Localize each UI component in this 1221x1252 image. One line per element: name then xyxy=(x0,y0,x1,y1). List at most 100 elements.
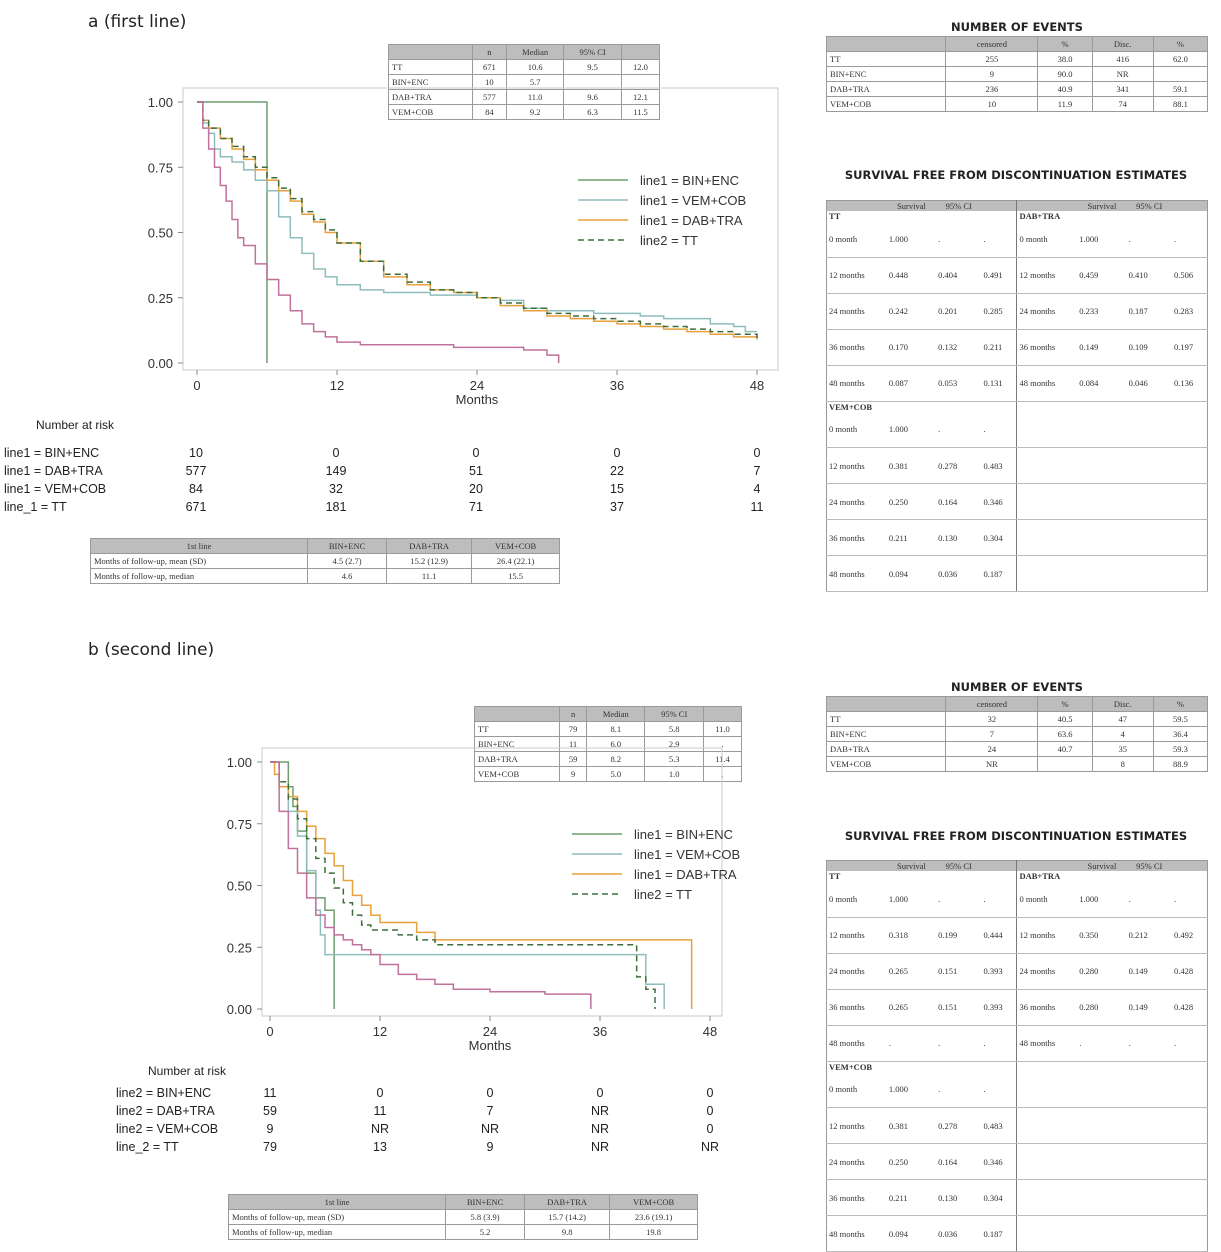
followup-header: DAB+TRA xyxy=(524,1194,611,1210)
risk-value: 4 xyxy=(753,482,761,496)
survival-cell: 0.170 xyxy=(886,329,937,366)
plot-frame xyxy=(182,87,779,371)
survival-cell: 0.164 xyxy=(936,1143,982,1180)
summary-cell: VEM+COB xyxy=(388,104,473,120)
panel-b-risk-title: Number at risk xyxy=(148,1064,227,1078)
survival-cell: . xyxy=(886,1025,937,1062)
risk-value: 0 xyxy=(376,1086,384,1100)
events-cell xyxy=(1152,66,1209,82)
risk-value: 577 xyxy=(185,464,207,478)
survival-row: 12 months 0.318 0.199 0.444 12 months 0.350 0.… xyxy=(826,917,1208,954)
survival-cell: 0 month xyxy=(826,1071,887,1108)
summary-header xyxy=(620,44,661,60)
survival-cell xyxy=(1171,483,1208,520)
survival-cell: 0.346 xyxy=(981,483,1018,520)
survival-cell: 0.265 xyxy=(886,953,937,990)
events-cell: 255 xyxy=(945,51,1039,67)
survival-group-label: VEM+COB xyxy=(826,401,1018,412)
survival-cell xyxy=(1171,519,1208,556)
y-tick-label: 0.25 xyxy=(148,291,173,306)
survival-cell: 0.130 xyxy=(936,519,982,556)
survival-cell xyxy=(1077,1215,1127,1252)
followup-cell: Months of follow-up, median xyxy=(228,1224,446,1240)
survival-cell xyxy=(1077,411,1127,448)
survival-cell xyxy=(1016,411,1078,448)
survival-cell xyxy=(1077,1143,1127,1180)
x-tick-label: 12 xyxy=(330,378,344,393)
series-line xyxy=(270,761,656,1009)
events-cell: TT xyxy=(825,711,947,727)
survival-cell: 0.250 xyxy=(886,1143,937,1180)
x-axis-label: Months xyxy=(469,1038,512,1053)
survival-cell: 0.280 xyxy=(1077,989,1127,1026)
summary-row: BIN+ENC 10 5.7 xyxy=(388,74,661,90)
risk-value: NR xyxy=(700,1140,720,1154)
survival-cell xyxy=(1016,483,1078,520)
survival-cell xyxy=(1077,447,1127,484)
survival-row: 0 month 1.000.. 0 month 1.000.. xyxy=(826,881,1208,918)
survival-cell: 48 months xyxy=(826,365,887,402)
events-cell: 59.1 xyxy=(1152,81,1209,97)
series-line xyxy=(197,101,757,333)
survival-cell: 0.109 xyxy=(1126,329,1172,366)
summary-header: Median xyxy=(505,44,565,60)
legend-label: line1 = VEM+COB xyxy=(640,193,746,208)
survival-header: 95% CI xyxy=(1126,200,1172,211)
summary-cell: 11.0 xyxy=(505,89,565,105)
survival-cell: 0.084 xyxy=(1077,365,1127,402)
survival-cell xyxy=(1077,1107,1127,1144)
survival-row: 36 months 0.265 0.151 0.393 36 months 0.280 0.… xyxy=(826,989,1208,1026)
survival-cell: 36 months xyxy=(1016,989,1078,1026)
events-cell: 74 xyxy=(1091,96,1154,112)
survival-header: Survival xyxy=(1077,860,1127,871)
events-header: % xyxy=(1037,696,1093,712)
survival-cell: 0.094 xyxy=(886,555,937,592)
followup-cell: 5.8 (3.9) xyxy=(444,1209,526,1225)
survival-row: 48 months... 48 months... xyxy=(826,1025,1208,1062)
survival-row: 48 months 0.087 0.053 0.131 48 months 0.084 0.… xyxy=(826,365,1208,402)
events-cell: 32 xyxy=(945,711,1039,727)
summary-header: 95% CI xyxy=(563,44,622,60)
summary-header: 95% CI xyxy=(644,706,704,722)
survival-group-label: TT xyxy=(826,871,1018,881)
events-cell: 88.1 xyxy=(1152,96,1209,112)
survival-cell: 1.000 xyxy=(886,881,937,918)
series-line xyxy=(270,761,592,1009)
events-cell: VEM+COB xyxy=(825,96,947,112)
survival-cell: 24 months xyxy=(826,953,887,990)
survival-header: Survival xyxy=(1077,200,1127,211)
survival-cell: . xyxy=(981,1025,1018,1062)
y-tick-label: 1.00 xyxy=(227,755,252,770)
survival-cell xyxy=(1171,1179,1208,1216)
survival-group-label: TT xyxy=(826,211,1018,221)
survival-cell: 1.000 xyxy=(1077,881,1127,918)
survival-cell: 0.304 xyxy=(981,1179,1018,1216)
survival-cell: 12 months xyxy=(1016,917,1078,954)
events-cell: 9 xyxy=(945,66,1039,82)
survival-cell: 36 months xyxy=(826,989,887,1026)
survival-cell: 0.278 xyxy=(936,1107,982,1144)
survival-cell xyxy=(1126,1179,1172,1216)
survival-header: Survival xyxy=(886,200,937,211)
events-cell: 341 xyxy=(1091,81,1154,97)
survival-cell: 0 month xyxy=(826,411,887,448)
x-tick-label: 0 xyxy=(266,1024,273,1039)
survival-cell xyxy=(1016,447,1078,484)
risk-value: 9 xyxy=(486,1140,494,1154)
survival-header: 95% CI xyxy=(936,860,982,871)
risk-value: 11 xyxy=(373,1104,387,1118)
risk-value: 0 xyxy=(753,446,761,460)
events-cell: 10 xyxy=(945,96,1039,112)
survival-cell xyxy=(1126,1107,1172,1144)
survival-cell: 0.444 xyxy=(981,917,1018,954)
events-cell: 38.0 xyxy=(1037,51,1093,67)
survival-cell: 24 months xyxy=(1016,293,1078,330)
events-cell: DAB+TRA xyxy=(825,741,947,757)
summary-cell: 84 xyxy=(471,104,508,120)
x-tick-label: 24 xyxy=(470,378,484,393)
survival-cell: 0.428 xyxy=(1171,989,1208,1026)
survival-cell: 0.381 xyxy=(886,447,937,484)
risk-value: 181 xyxy=(325,500,347,514)
survival-cell: 0.149 xyxy=(1126,953,1172,990)
risk-row-label: line1 = VEM+COB xyxy=(4,482,107,496)
